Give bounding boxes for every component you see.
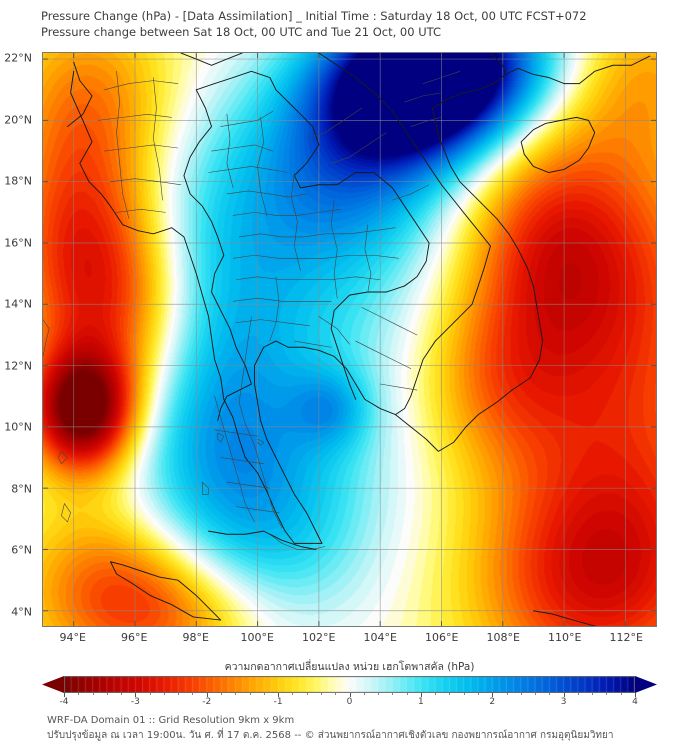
colorbar-minor-tick: [406, 693, 408, 695]
footer-model-info: WRF-DA Domain 01 :: Grid Resolution 9km …: [47, 715, 295, 726]
latitude-tick-label: 14°N: [4, 297, 32, 311]
colorbar-minor-tick: [577, 693, 579, 695]
colorbar-minor-tick: [506, 693, 508, 695]
page-subtitle: Pressure change between Sat 18 Oct, 00 U…: [41, 25, 442, 39]
colorbar-minor-tick: [335, 693, 337, 695]
colorbar-tick-label: 4: [632, 697, 638, 707]
longitude-tick-label: 106°E: [425, 631, 459, 644]
colorbar-minor-tick: [178, 693, 180, 695]
colorbar-minor-tick: [106, 693, 108, 695]
colorbar-minor-tick: [121, 693, 123, 695]
colorbar-minor-tick: [78, 693, 80, 695]
colorbar-tick-label: -3: [130, 697, 140, 707]
colorbar-minor-tick: [235, 693, 237, 695]
footer: WRF-DA Domain 01 :: Grid Resolution 9km …: [47, 713, 667, 743]
longitude-axis-labels: 94°E 96°E 98°E 100°E 102°E 104°E 106°E 108°E 110…: [42, 631, 657, 647]
colorbar-tick: [64, 693, 65, 697]
colorbar-minor-tick: [592, 693, 594, 695]
colorbar-minor-tick: [535, 693, 537, 695]
pressure-change-field: [43, 53, 656, 626]
longitude-tick-label: 108°E: [486, 631, 520, 644]
colorbar-minor-tick: [463, 693, 465, 695]
latitude-tick-label: 10°N: [4, 420, 32, 434]
colorbar-minor-tick: [221, 693, 223, 695]
colorbar-tick-label: 1: [418, 697, 424, 707]
colorbar-minor-tick: [92, 693, 94, 695]
colorbar-minor-tick: [449, 693, 451, 695]
longitude-tick-label: 98°E: [182, 631, 209, 644]
latitude-tick-label: 8°N: [11, 482, 32, 496]
colorbar-tick: [349, 693, 351, 697]
footer-credit: ปรับปรุงข้อมูล ณ เวลา 19:00น. วัน ศ. ที่…: [47, 730, 614, 741]
colorbar-minor-tick: [306, 693, 308, 695]
colorbar-minor-tick: [435, 693, 437, 695]
longitude-tick-label: 100°E: [240, 631, 274, 644]
colorbar-minor-tick: [520, 693, 522, 695]
colorbar: ความกดอากาศเปลี่ยนแปลง หน่วย เฮกโตพาสคัล…: [42, 658, 657, 710]
colorbar-tick-label: 3: [560, 697, 567, 707]
longitude-tick-label: 96°E: [121, 631, 148, 644]
colorbar-extend-max-arrow: [635, 676, 657, 693]
colorbar-minor-tick: [363, 693, 365, 695]
colorbar-tick-label: 0: [346, 697, 353, 707]
colorbar-extend-min-arrow: [42, 676, 64, 693]
colorbar-title: ความกดอากาศเปลี่ยนแปลง หน่วย เฮกโตพาสคัล…: [224, 661, 475, 673]
longitude-tick-label: 94°E: [59, 631, 86, 644]
colorbar-tick-label: -4: [59, 697, 69, 707]
colorbar-minor-tick: [392, 693, 394, 695]
colorbar-tick: [206, 693, 208, 697]
map-plot-area[interactable]: [42, 52, 657, 627]
colorbar-minor-tick: [549, 693, 551, 695]
colorbar-minor-tick: [292, 693, 294, 695]
colorbar-tick: [635, 693, 636, 697]
latitude-tick-label: 20°N: [4, 113, 32, 127]
colorbar-tick: [420, 693, 422, 697]
colorbar-gradient: [64, 676, 635, 693]
colorbar-minor-tick: [620, 693, 622, 695]
longitude-tick-label: 104°E: [363, 631, 397, 644]
longitude-tick-label: 112°E: [609, 631, 643, 644]
colorbar-minor-tick: [163, 693, 165, 695]
colorbar-minor-tick: [249, 693, 251, 695]
latitude-tick-label: 18°N: [4, 174, 32, 188]
colorbar-tick-label: -2: [202, 697, 212, 707]
colorbar-tick: [492, 693, 494, 697]
latitude-tick-label: 4°N: [11, 605, 32, 619]
latitude-tick-label: 16°N: [4, 236, 32, 250]
colorbar-tick: [563, 693, 565, 697]
longitude-tick-label: 110°E: [548, 631, 582, 644]
latitude-tick-label: 12°N: [4, 359, 32, 373]
colorbar-minor-tick: [378, 693, 380, 695]
latitude-axis-labels: 4°N 6°N 8°N 10°N 12°N 14°N 16°N 18°N 20°N 22°N: [0, 52, 36, 627]
latitude-tick-label: 6°N: [11, 543, 32, 557]
colorbar-minor-tick: [606, 693, 608, 695]
colorbar-minor-tick: [149, 693, 151, 695]
longitude-tick-label: 102°E: [302, 631, 336, 644]
latitude-tick-label: 22°N: [4, 51, 32, 65]
colorbar-tick: [278, 693, 280, 697]
colorbar-tick: [135, 693, 137, 697]
colorbar-tick-label: -1: [273, 697, 283, 707]
title-block: Pressure Change (hPa) - [Data Assimilati…: [41, 8, 661, 40]
colorbar-minor-tick: [263, 693, 265, 695]
colorbar-minor-tick: [477, 693, 479, 695]
colorbar-minor-tick: [192, 693, 194, 695]
colorbar-minor-tick: [320, 693, 322, 695]
colorbar-ticks: -4 -3 -2 -1 0 1 2 3 4: [60, 693, 638, 709]
page-title: Pressure Change (hPa) - [Data Assimilati…: [41, 9, 587, 23]
colorbar-tick-label: 2: [489, 697, 496, 707]
